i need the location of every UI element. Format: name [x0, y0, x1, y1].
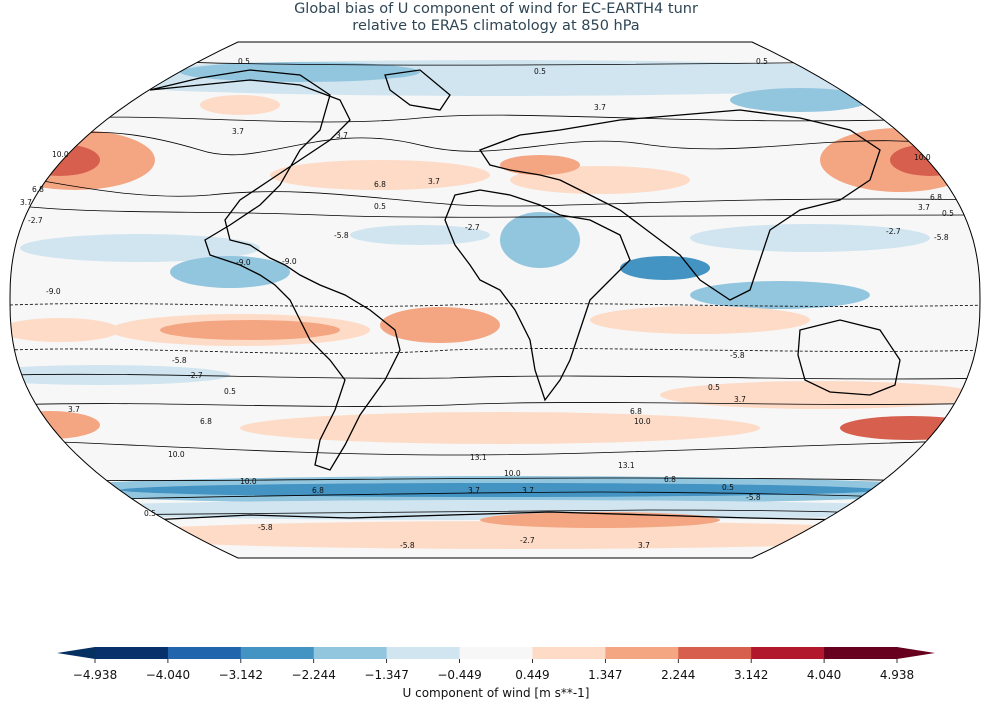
contour-label: -5.8 — [746, 493, 761, 502]
contour-label: 10.0 — [168, 450, 185, 459]
colorbar-segment — [386, 647, 461, 659]
contour-label: 3.7 — [232, 127, 244, 136]
colorbar-tick-label: 1.347 — [588, 668, 623, 682]
contour-label: 0.5 — [756, 57, 768, 66]
contour-label: -9.0 — [46, 287, 61, 296]
contour-label: 6.8 — [930, 193, 942, 202]
contour-label: 3.7 — [336, 131, 348, 140]
contour-label: 3.7 — [468, 486, 480, 495]
contour-label: 6.8 — [32, 185, 44, 194]
contour-label: 6.8 — [630, 407, 642, 416]
colorbar-segment — [167, 647, 242, 659]
colorbar-segment — [824, 647, 898, 659]
contour-label: -5.8 — [258, 523, 273, 532]
coastlines — [149, 69, 931, 526]
contour-label: 10.0 — [52, 150, 69, 159]
colorbar-tick-label: 0.449 — [515, 668, 550, 682]
contour-label: 0.5 — [534, 67, 546, 76]
contour-label: 0.5 — [224, 387, 236, 396]
contour-label: 3.7 — [522, 486, 534, 495]
colorbar-segment — [751, 647, 825, 659]
colorbar-segments — [57, 647, 935, 663]
colorbar-segment — [313, 647, 388, 659]
colorbar-segment — [532, 647, 606, 659]
map-title-line2: relative to ERA5 climatology at 850 hPa — [352, 18, 640, 34]
colorbar-extend-max — [897, 647, 935, 659]
colorbar-tick-label: −3.142 — [218, 668, 264, 682]
contour-label: 10.0 — [634, 417, 651, 426]
contour-label: -5.8 — [334, 231, 349, 240]
contour-label: 0.5 — [942, 209, 954, 218]
colorbar-tick-label: −4.040 — [145, 668, 191, 682]
contour-label: 3.7 — [68, 405, 80, 414]
colorbar-segment — [605, 647, 679, 659]
colorbar-segment — [240, 647, 315, 659]
colorbar-tick-label: −1.347 — [364, 668, 409, 682]
map-field — [10, 42, 980, 558]
contour-label: -2.7 — [465, 223, 480, 232]
contour-label: 3.7 — [918, 203, 930, 212]
bias-fill-regions — [10, 60, 980, 549]
contour-label: 6.8 — [312, 486, 324, 495]
contour-label: -5.8 — [400, 541, 415, 550]
contour-label: 6.8 — [374, 180, 386, 189]
contour-label: 3.7 — [734, 395, 746, 404]
contour-label: -9.0 — [282, 257, 297, 266]
colorbar-segment — [678, 647, 752, 659]
contour-label: 13.1 — [470, 453, 487, 462]
contour-label: 13.1 — [618, 461, 635, 470]
contour-label: 3.7 — [594, 103, 606, 112]
colorbar-tick-label: −2.244 — [291, 668, 336, 682]
contour-label: -5.8 — [934, 233, 949, 242]
contour-label: -9.0 — [236, 258, 251, 267]
robinson-map: 0.5 0.5 0.5 3.7 3.7 3.7 10.0 10.0 6.8 6.… — [9, 41, 981, 559]
colorbar-label: U component of wind [m s**-1] — [402, 686, 590, 700]
globe-outline — [9, 41, 981, 559]
contour-label: -2.7 — [520, 536, 535, 545]
map-title-line1: Global bias of U component of wind for E… — [294, 1, 698, 17]
contour-label: 10.0 — [240, 477, 257, 486]
colorbar-segment — [459, 647, 533, 659]
colorbar-extend-min — [57, 647, 95, 659]
contour-label: 3.7 — [20, 198, 32, 207]
contour-label: -5.8 — [730, 351, 745, 360]
contour-label: -2.7 — [886, 227, 901, 236]
contour-label: -2.7 — [188, 371, 203, 380]
contour-label: 3.7 — [638, 541, 650, 550]
colorbar-segment — [95, 647, 169, 659]
contour-label: 6.8 — [200, 417, 212, 426]
colorbar-tick-label: 3.142 — [733, 668, 769, 682]
colorbar-tick-label: 4.040 — [806, 668, 842, 682]
contour-label: 3.7 — [428, 177, 440, 186]
contour-label: 6.8 — [664, 475, 676, 484]
contour-label-group: 0.5 0.5 0.5 3.7 3.7 3.7 10.0 10.0 6.8 6.… — [20, 57, 954, 550]
contour-label: 10.0 — [914, 153, 931, 162]
contour-label: 0.5 — [722, 483, 734, 492]
contour-label: 0.5 — [708, 383, 720, 392]
contour-label: 0.5 — [144, 509, 156, 518]
colorbar-tick-label: −0.449 — [437, 668, 482, 682]
contour-label: -5.8 — [172, 356, 187, 365]
colorbar-tick-label: −4.938 — [72, 668, 118, 682]
colorbar-tick-label: 4.938 — [879, 668, 915, 682]
contour-label: 10.0 — [504, 469, 521, 478]
contour-label: 0.5 — [374, 202, 386, 211]
contour-label: -2.7 — [28, 216, 43, 225]
contour-label: 0.5 — [238, 57, 250, 66]
colorbar-tick-label: 2.244 — [661, 668, 696, 682]
